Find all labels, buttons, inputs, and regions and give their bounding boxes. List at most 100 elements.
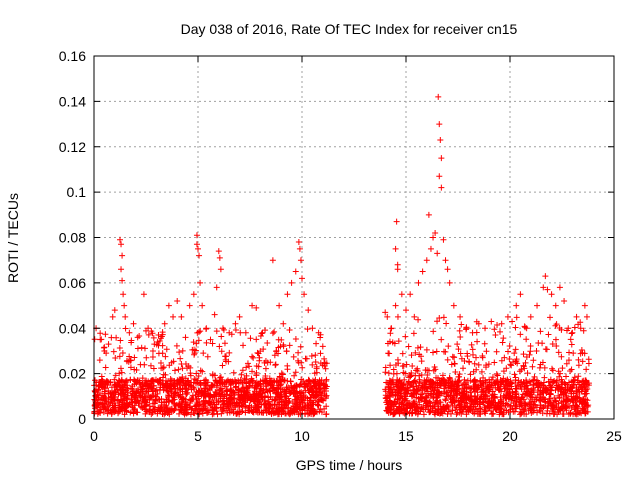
data-point-peak (450, 302, 457, 309)
data-point (251, 384, 258, 391)
data-point-peak (119, 277, 126, 284)
data-point (563, 395, 570, 402)
data-point (309, 361, 316, 368)
data-point (205, 407, 212, 414)
data-point (232, 326, 239, 333)
data-point (416, 351, 423, 358)
data-point (526, 351, 533, 358)
data-point (257, 386, 264, 393)
data-point (558, 353, 565, 360)
data-point (423, 346, 430, 353)
data-point (526, 378, 533, 385)
data-point (464, 353, 471, 360)
data-point (560, 391, 567, 398)
data-point (444, 356, 451, 363)
data-point-peak (565, 325, 572, 332)
data-point (498, 357, 505, 364)
data-point (521, 365, 528, 372)
data-point (247, 378, 254, 385)
data-point (581, 398, 588, 405)
data-point (244, 384, 251, 391)
data-point (512, 389, 519, 396)
data-point (559, 365, 566, 372)
data-point (191, 350, 198, 357)
data-point (235, 391, 242, 398)
data-point (414, 411, 421, 418)
data-point (163, 399, 170, 406)
data-point-peak (217, 266, 224, 273)
data-point-peak (161, 320, 168, 327)
data-point (533, 348, 540, 355)
data-point (310, 399, 317, 406)
data-point (159, 374, 166, 381)
data-point-peak (151, 341, 158, 348)
data-point (187, 397, 194, 404)
data-point-peak (119, 252, 126, 259)
data-point (518, 394, 525, 401)
data-point (459, 395, 466, 402)
data-point-peak (392, 245, 399, 252)
data-point (492, 384, 499, 391)
data-point (523, 336, 530, 343)
data-point (179, 347, 186, 354)
data-point-peak (548, 291, 555, 298)
data-point (148, 411, 155, 418)
data-point (316, 408, 323, 415)
data-point (231, 377, 238, 384)
data-point (192, 380, 199, 387)
data-point (430, 349, 437, 356)
data-point-peak (488, 318, 495, 325)
data-point-peak (121, 302, 128, 309)
data-point (456, 327, 463, 334)
data-point (408, 370, 415, 377)
data-point (262, 365, 269, 372)
data-point (419, 391, 426, 398)
data-point (291, 390, 298, 397)
data-point (452, 368, 459, 375)
data-point (412, 372, 419, 379)
data-point (114, 381, 121, 388)
data-point (582, 390, 589, 397)
data-point-peak (482, 325, 489, 332)
data-point (399, 350, 406, 357)
data-point (569, 379, 576, 386)
data-point (478, 368, 485, 375)
data-point (213, 384, 220, 391)
data-point-peak (394, 266, 401, 273)
data-point (254, 409, 261, 416)
data-point (323, 376, 330, 383)
data-point (315, 402, 322, 409)
data-points-bulk (91, 313, 592, 418)
data-point (500, 400, 507, 407)
data-point (403, 402, 410, 409)
data-point (529, 385, 536, 392)
data-point (209, 371, 216, 378)
data-point (279, 409, 286, 416)
data-point (219, 387, 226, 394)
data-point (137, 381, 144, 388)
data-point-peak (120, 291, 127, 298)
data-point (271, 396, 278, 403)
data-point (323, 403, 330, 410)
data-point (517, 411, 524, 418)
data-point-peak (509, 318, 516, 325)
data-point (258, 330, 265, 337)
data-point-peak (288, 279, 295, 286)
data-point (115, 409, 122, 416)
data-point (477, 401, 484, 408)
data-point (218, 348, 225, 355)
data-point (160, 364, 167, 371)
data-point (415, 408, 422, 415)
data-point (387, 330, 394, 337)
data-point-peak (101, 347, 108, 354)
data-point (543, 346, 550, 353)
data-point (152, 397, 159, 404)
data-point (425, 367, 432, 374)
data-point (98, 376, 105, 383)
data-point (274, 378, 281, 385)
data-point (560, 398, 567, 405)
data-point (458, 394, 465, 401)
data-point (145, 331, 152, 338)
data-point (415, 316, 422, 323)
data-point (410, 383, 417, 390)
